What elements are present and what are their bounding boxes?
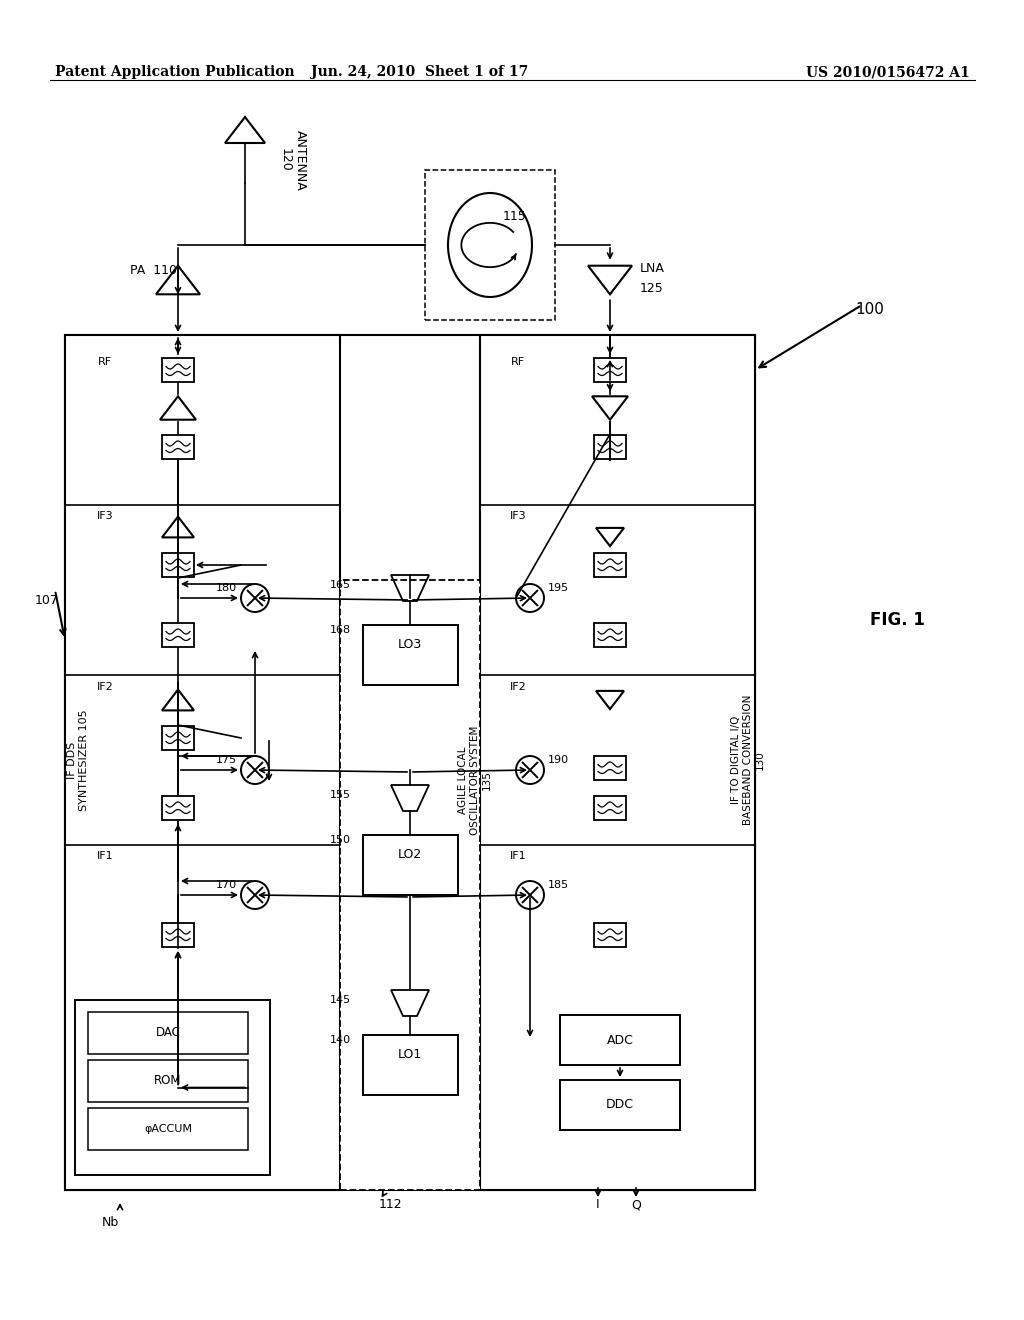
- Text: 107: 107: [35, 594, 59, 606]
- Text: LNA: LNA: [640, 261, 665, 275]
- Bar: [362, 836, 458, 895]
- Text: 125: 125: [640, 281, 664, 294]
- Bar: [162, 553, 194, 577]
- Bar: [162, 726, 194, 750]
- Text: Jun. 24, 2010  Sheet 1 of 17: Jun. 24, 2010 Sheet 1 of 17: [311, 65, 528, 79]
- Text: LO3: LO3: [398, 639, 422, 652]
- Text: 170: 170: [216, 880, 237, 890]
- Text: IF1: IF1: [96, 851, 114, 861]
- Text: FIG. 1: FIG. 1: [870, 611, 925, 630]
- Bar: [594, 796, 626, 820]
- Text: 195: 195: [548, 583, 569, 593]
- Bar: [560, 1080, 680, 1130]
- Text: 155: 155: [330, 789, 350, 800]
- Bar: [362, 624, 458, 685]
- Text: 185: 185: [548, 880, 569, 890]
- Ellipse shape: [241, 756, 269, 784]
- Ellipse shape: [241, 583, 269, 612]
- Bar: [594, 756, 626, 780]
- Text: Nb: Nb: [101, 1216, 119, 1229]
- Bar: [162, 358, 194, 381]
- Text: AGILE LOCAL
OSCILLATOR SYSTEM
135: AGILE LOCAL OSCILLATOR SYSTEM 135: [459, 725, 492, 834]
- Text: 115: 115: [503, 210, 527, 223]
- Text: 145: 145: [330, 995, 350, 1005]
- Bar: [162, 623, 194, 647]
- Text: IF3: IF3: [96, 511, 114, 521]
- Text: 112: 112: [378, 1199, 401, 1212]
- Text: LO2: LO2: [398, 849, 422, 862]
- Bar: [65, 335, 340, 1191]
- Text: Q: Q: [631, 1199, 641, 1212]
- Ellipse shape: [516, 583, 544, 612]
- Text: IF1: IF1: [510, 851, 526, 861]
- Text: Patent Application Publication: Patent Application Publication: [55, 65, 295, 79]
- Bar: [88, 1012, 248, 1053]
- Text: ADC: ADC: [606, 1034, 634, 1047]
- Bar: [594, 623, 626, 647]
- Text: I: I: [596, 1199, 600, 1212]
- Bar: [88, 1107, 248, 1150]
- Text: RF: RF: [98, 356, 112, 367]
- Text: DDC: DDC: [606, 1098, 634, 1111]
- Text: US 2010/0156472 A1: US 2010/0156472 A1: [806, 65, 970, 79]
- Text: 150: 150: [330, 836, 350, 845]
- Bar: [162, 796, 194, 820]
- Text: PA  110: PA 110: [130, 264, 177, 276]
- Text: IF TO DIGITAL I/Q
BASEBAND CONVERSION
130: IF TO DIGITAL I/Q BASEBAND CONVERSION 13…: [731, 694, 765, 825]
- Bar: [560, 1015, 680, 1065]
- Bar: [594, 553, 626, 577]
- Ellipse shape: [449, 193, 532, 297]
- Text: ANTENNA
120: ANTENNA 120: [279, 129, 307, 190]
- Text: 140: 140: [330, 1035, 350, 1045]
- Bar: [362, 1035, 458, 1096]
- Bar: [75, 1001, 270, 1175]
- Text: IF2: IF2: [510, 682, 526, 692]
- Bar: [594, 358, 626, 381]
- Bar: [88, 1060, 248, 1102]
- Ellipse shape: [516, 756, 544, 784]
- Ellipse shape: [241, 880, 269, 909]
- Text: IF3: IF3: [510, 511, 526, 521]
- Bar: [480, 335, 755, 1191]
- Text: DAC: DAC: [156, 1027, 180, 1040]
- Bar: [65, 335, 755, 1191]
- Text: 168: 168: [330, 624, 350, 635]
- Text: 175: 175: [216, 755, 237, 766]
- Text: LO1: LO1: [398, 1048, 422, 1061]
- Ellipse shape: [516, 880, 544, 909]
- Bar: [425, 170, 555, 319]
- Text: φACCUM: φACCUM: [144, 1125, 193, 1134]
- Text: RF: RF: [511, 356, 525, 367]
- Text: 180: 180: [216, 583, 237, 593]
- Text: 165: 165: [330, 579, 350, 590]
- Text: ROM: ROM: [155, 1074, 181, 1088]
- Bar: [340, 579, 480, 1191]
- Bar: [594, 923, 626, 946]
- Text: IF2: IF2: [96, 682, 114, 692]
- Text: IF DDS
SYNTHESIZER 105: IF DDS SYNTHESIZER 105: [68, 709, 89, 810]
- Bar: [162, 923, 194, 946]
- Text: 190: 190: [548, 755, 569, 766]
- Text: 100: 100: [856, 302, 885, 318]
- Bar: [594, 436, 626, 459]
- Bar: [162, 436, 194, 459]
